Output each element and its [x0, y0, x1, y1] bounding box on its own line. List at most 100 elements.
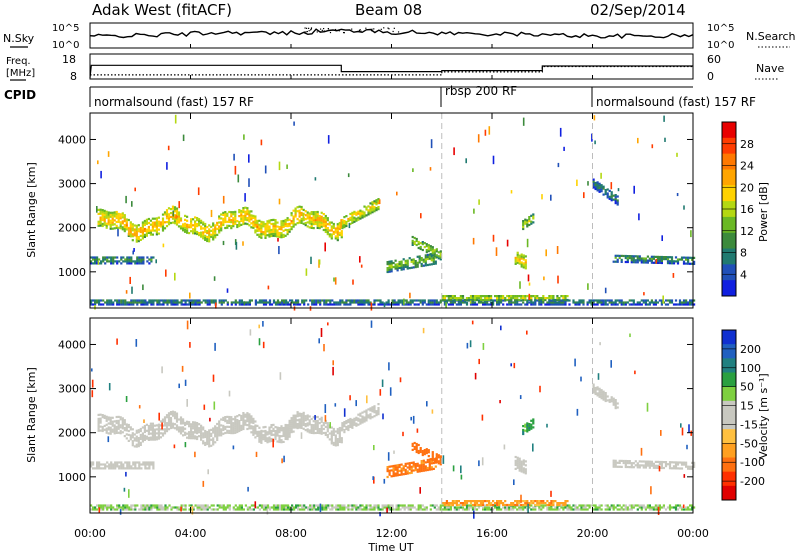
- heatmap-cell: [184, 427, 187, 430]
- heatmap-cell: [250, 415, 253, 418]
- heatmap-cell: [326, 229, 329, 232]
- heatmap-cell: [212, 441, 215, 444]
- heatmap-cell: [222, 211, 225, 214]
- scatter-cell: [323, 344, 325, 352]
- heatmap-cell: [135, 232, 138, 235]
- heatmap-cell: [206, 237, 209, 241]
- heatmap-cell: [377, 208, 380, 211]
- scatter-cell: [610, 360, 612, 368]
- scatter-cell: [445, 302, 447, 309]
- heatmap-cell: [328, 235, 331, 238]
- heatmap-cell: [292, 418, 295, 421]
- heatmap-cell: [401, 301, 404, 304]
- heatmap-cell: [112, 467, 115, 470]
- scatter-cell: [520, 494, 522, 503]
- heatmap-cell: [516, 458, 519, 461]
- heatmap-cell: [124, 504, 127, 507]
- heatmap-cell: [222, 301, 225, 304]
- velocity-colorbar-tick-label: 50: [740, 381, 754, 394]
- heatmap-cell: [520, 468, 523, 471]
- heatmap-cell: [222, 217, 225, 220]
- heatmap-cell: [310, 224, 313, 228]
- heatmap-cell: [276, 229, 279, 232]
- heatmap-cell: [459, 506, 462, 509]
- heatmap-cell: [228, 506, 231, 509]
- heatmap-cell: [136, 260, 139, 263]
- heatmap-cell: [110, 467, 113, 470]
- heatmap-cell: [427, 248, 430, 251]
- heatmap-cell: [202, 233, 205, 236]
- heatmap-cell: [668, 461, 672, 464]
- heatmap-cell: [232, 428, 235, 431]
- heatmap-cell: [149, 231, 152, 234]
- heatmap-cell: [361, 504, 364, 507]
- heatmap-cell: [137, 429, 140, 432]
- heatmap-cell: [111, 422, 114, 425]
- heatmap-cell: [123, 421, 126, 424]
- heatmap-cell: [128, 508, 131, 511]
- heatmap-cell: [323, 301, 326, 304]
- heatmap-cell: [580, 301, 583, 304]
- heatmap-cell: [528, 218, 531, 221]
- heatmap-cell: [248, 415, 251, 418]
- scatter-cell: [161, 422, 163, 430]
- heatmap-cell: [386, 263, 389, 266]
- heatmap-cell: [145, 435, 148, 438]
- heatmap-cell: [163, 416, 167, 419]
- heatmap-cell: [305, 299, 308, 302]
- heatmap-cell: [246, 508, 249, 511]
- scatter-cell: [686, 444, 688, 450]
- heatmap-cell: [552, 502, 555, 505]
- heatmap-cell: [126, 508, 129, 511]
- heatmap-cell: [668, 506, 672, 509]
- heatmap-cell: [204, 431, 207, 435]
- heatmap-cell: [606, 399, 609, 402]
- heatmap-cell: [520, 265, 523, 268]
- heatmap-cell: [524, 261, 527, 264]
- scatter-cell: [478, 199, 480, 205]
- heatmap-cell: [471, 301, 475, 304]
- heatmap-cell: [302, 208, 305, 211]
- heatmap-cell: [175, 428, 179, 431]
- range-tick-label: 4000: [58, 338, 86, 351]
- heatmap-cell: [326, 231, 329, 234]
- heatmap-cell: [226, 421, 229, 424]
- heatmap-cell: [264, 508, 268, 511]
- heatmap-cell: [152, 465, 155, 468]
- heatmap-cell: [618, 299, 621, 302]
- heatmap-cell: [250, 222, 253, 225]
- heatmap-cell: [153, 229, 156, 232]
- heatmap-cell: [292, 414, 295, 417]
- heatmap-cell: [614, 256, 617, 259]
- heatmap-cell: [486, 301, 489, 304]
- heatmap-cell: [562, 503, 565, 507]
- velocity-panel-frame: [89, 317, 694, 514]
- heatmap-cell: [430, 263, 433, 266]
- heatmap-cell: [212, 234, 215, 237]
- heatmap-cell: [353, 299, 356, 302]
- heatmap-cell: [636, 257, 639, 260]
- heatmap-cell: [453, 298, 456, 302]
- heatmap-cell: [114, 508, 117, 511]
- heatmap-cell: [693, 256, 696, 259]
- heatmap-cell: [658, 504, 661, 507]
- heatmap-cell: [453, 502, 456, 505]
- heatmap-cell: [228, 224, 231, 227]
- heatmap-cell: [287, 506, 290, 509]
- heatmap-cell: [419, 247, 422, 251]
- heatmap-cell: [522, 425, 525, 428]
- heatmap-cell: [274, 225, 277, 228]
- heatmap-cell: [292, 424, 295, 427]
- beam-title: Beam 08: [355, 1, 422, 19]
- heatmap-cell: [107, 211, 110, 214]
- heatmap-cell: [670, 262, 674, 265]
- heatmap-cell: [323, 303, 326, 306]
- heatmap-cell: [403, 506, 406, 509]
- heatmap-cell: [298, 424, 301, 427]
- heatmap-cell: [182, 303, 185, 306]
- heatmap-cell: [522, 256, 525, 259]
- heatmap-cell: [361, 299, 364, 302]
- heatmap-cell: [451, 502, 454, 505]
- heatmap-cell: [104, 258, 107, 261]
- heatmap-cell: [123, 218, 126, 221]
